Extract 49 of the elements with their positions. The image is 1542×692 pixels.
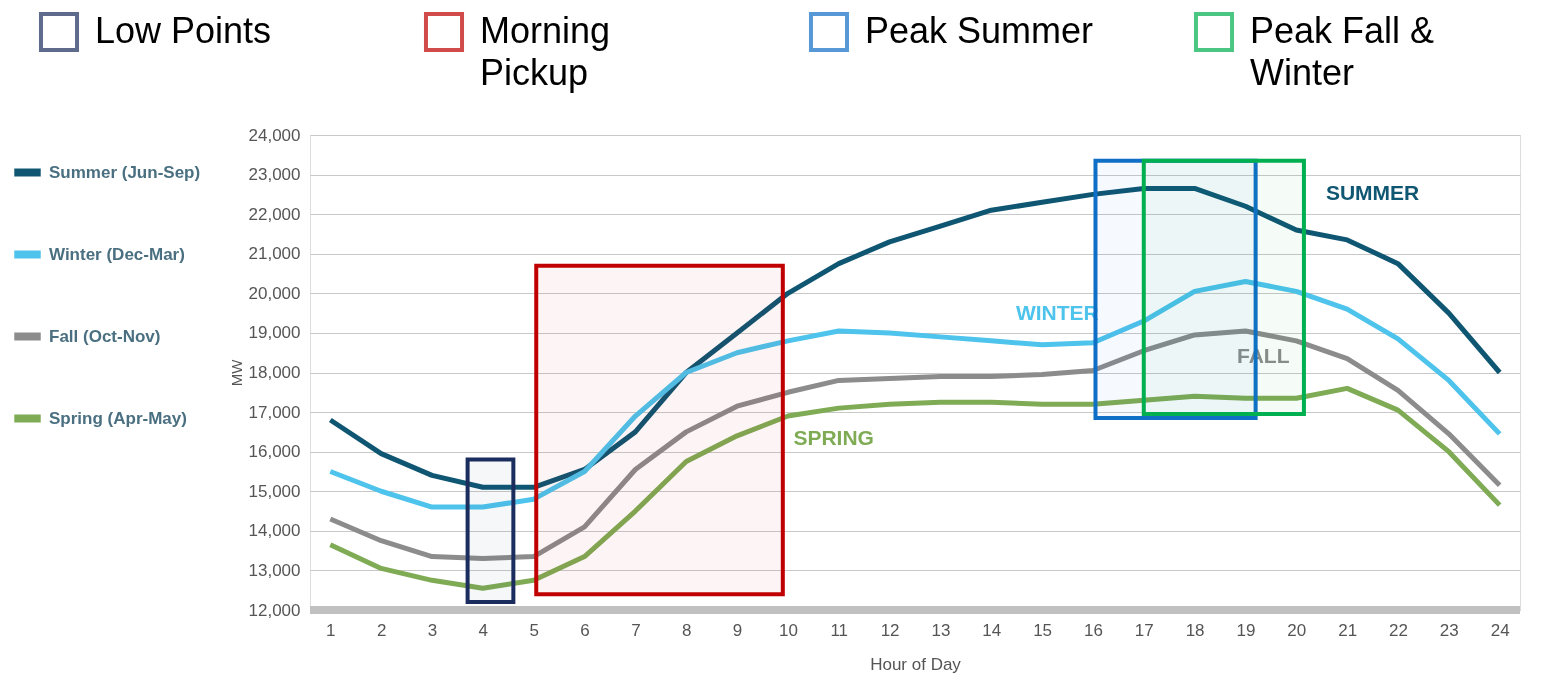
y-tick-label: 12,000 — [248, 600, 301, 620]
x-tick-label: 3 — [427, 620, 438, 640]
x-tick-label: 19 — [1236, 620, 1256, 640]
x-tick-label: 10 — [778, 620, 798, 640]
y-tick-label: 14,000 — [248, 521, 301, 541]
y-tick-label: 21,000 — [248, 244, 301, 264]
x-axis-title: Hour of Day — [870, 654, 962, 674]
x-tick-label: 21 — [1338, 620, 1358, 640]
x-tick-label: 13 — [931, 620, 951, 640]
legend-label: Peak Fall & Winter — [1250, 10, 1435, 93]
x-tick-label: 15 — [1033, 620, 1053, 640]
annotation: SUMMER — [1325, 181, 1420, 205]
annotation: SPRING — [793, 426, 874, 449]
legend-label: Peak Summer — [865, 10, 1094, 51]
x-tick-label: 7 — [631, 620, 641, 640]
x-tick-label: 5 — [529, 620, 539, 640]
legend-label: Spring (Apr-May) — [49, 408, 187, 428]
x-tick-label: 4 — [478, 620, 489, 640]
x-tick-label: 23 — [1439, 620, 1459, 640]
legend-label: Fall (Oct-Nov) — [49, 326, 161, 346]
x-tick-label: 6 — [580, 620, 590, 640]
y-tick-label: 24,000 — [248, 125, 301, 145]
y-tick-label: 18,000 — [248, 363, 301, 382]
x-tick-label: 20 — [1287, 620, 1307, 640]
x-tick-label: 1 — [326, 620, 336, 640]
x-tick-label: 9 — [732, 620, 743, 640]
x-tick-label: 11 — [830, 620, 849, 640]
y-tick-label: 23,000 — [248, 165, 301, 185]
legend-label: Morning Pickup — [480, 10, 611, 93]
x-tick-label: 12 — [880, 620, 900, 640]
y-tick-label: 16,000 — [248, 442, 301, 462]
y-tick-label: 15,000 — [248, 481, 301, 501]
x-tick-label: 16 — [1083, 620, 1103, 640]
x-tick-label: 17 — [1134, 620, 1154, 640]
legend-label: Winter (Dec-Mar) — [49, 244, 185, 264]
x-tick-label: 8 — [681, 620, 692, 640]
x-tick-label: 2 — [376, 620, 387, 640]
y-tick-label: 19,000 — [248, 323, 301, 343]
legend-label: Summer (Jun-Sep) — [49, 162, 201, 182]
y-axis-title: MW — [227, 358, 245, 387]
x-tick-label: 18 — [1185, 620, 1205, 640]
y-tick-label: 13,000 — [248, 560, 301, 580]
legend-label: Low Points — [95, 10, 272, 51]
x-tick-label: 14 — [982, 620, 1002, 640]
y-tick-label: 17,000 — [248, 402, 301, 422]
x-tick-label: 22 — [1389, 620, 1408, 640]
y-tick-label: 22,000 — [248, 204, 301, 224]
x-tick-label: 24 — [1490, 620, 1510, 640]
y-tick-label: 20,000 — [248, 283, 301, 303]
